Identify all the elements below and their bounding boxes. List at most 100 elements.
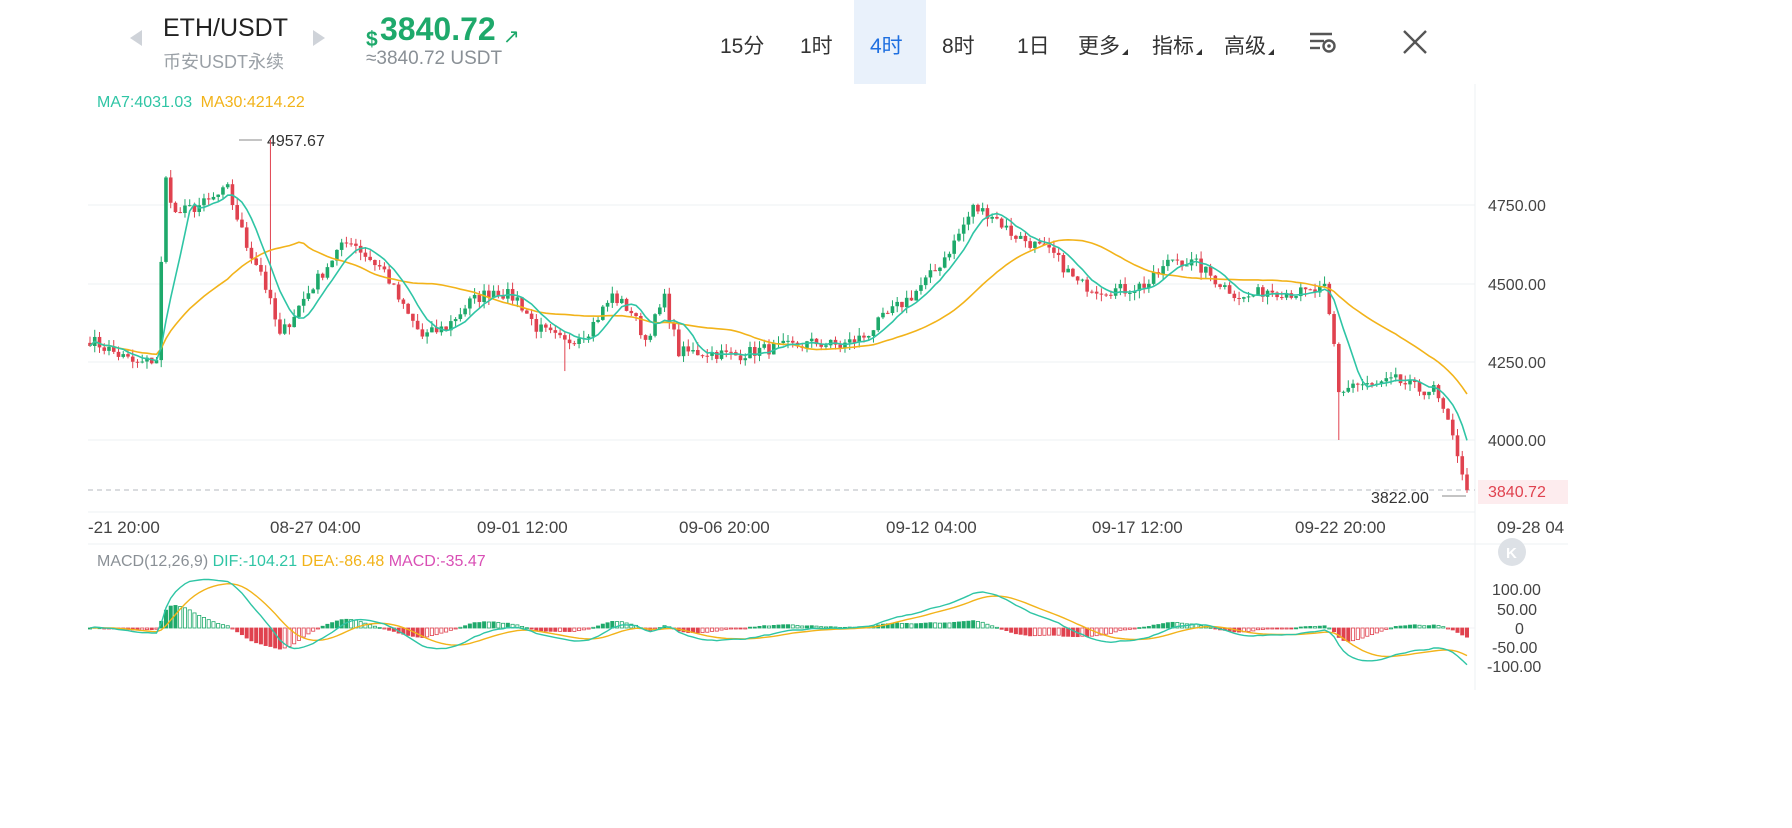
candle-body xyxy=(838,344,843,348)
macd-histogram-bar xyxy=(956,621,961,629)
candle-body xyxy=(430,327,434,333)
candle-body xyxy=(544,324,548,328)
tab-timeframe-1h[interactable]: 1时 xyxy=(800,35,833,58)
candle-body xyxy=(729,351,733,353)
chart-settings-icon[interactable] xyxy=(1308,30,1338,56)
active-timeframe-highlight xyxy=(854,0,926,84)
candle-body xyxy=(168,177,173,203)
macd-histogram-bar xyxy=(800,625,805,629)
candle-body xyxy=(705,355,710,357)
macd-histogram-bar xyxy=(444,627,449,633)
x-tick-label: 09-17 12:00 xyxy=(1092,518,1183,537)
candle-body xyxy=(1085,279,1089,292)
price-currency-symbol: $ xyxy=(366,28,378,51)
candle-body xyxy=(852,339,857,343)
candle-body xyxy=(781,340,786,344)
candle-body xyxy=(145,357,149,362)
macd-histogram-bar xyxy=(144,627,149,630)
macd-histogram-bar xyxy=(781,624,786,629)
macd-histogram-bar xyxy=(1322,625,1327,629)
macd-histogram-bar xyxy=(961,621,966,629)
close-icon[interactable] xyxy=(1400,27,1430,57)
macd-histogram-bar xyxy=(387,627,392,631)
candle-body xyxy=(1061,255,1066,273)
macd-histogram-bar xyxy=(1298,626,1303,629)
candle-body xyxy=(273,298,277,320)
candle-body xyxy=(159,261,164,361)
candle-body xyxy=(876,317,881,331)
macd-histogram-bar xyxy=(1061,627,1066,637)
macd-histogram-bar xyxy=(1308,626,1313,629)
candle-body xyxy=(1185,265,1189,267)
candle-body xyxy=(1066,268,1070,273)
candle-body xyxy=(306,293,311,299)
macd-histogram-bar xyxy=(372,625,377,629)
tab-timeframe-8h[interactable]: 8时 xyxy=(942,35,975,58)
macd-histogram-bar xyxy=(230,627,235,630)
next-pair-arrow-icon[interactable] xyxy=(313,30,325,46)
tab-timeframe-4h[interactable]: 4时 xyxy=(870,35,903,58)
k-line-toggle-button[interactable] xyxy=(1498,538,1526,566)
candle-body xyxy=(695,350,700,356)
macd-histogram-bar xyxy=(928,622,933,629)
candle-body xyxy=(1336,343,1341,393)
advanced-dropdown[interactable]: 高级 xyxy=(1224,30,1274,60)
candle-body xyxy=(1284,293,1289,298)
macd-histogram-bar xyxy=(705,627,710,633)
candle-body xyxy=(999,218,1004,228)
macd-histogram-bar xyxy=(315,627,320,630)
macd-histogram-bar xyxy=(1132,627,1137,630)
candle-body xyxy=(259,264,263,272)
candle-body xyxy=(990,216,994,219)
candle-body xyxy=(1384,378,1389,382)
candle-body xyxy=(1180,260,1184,267)
macd-histogram-bar xyxy=(1051,627,1056,636)
candle-body xyxy=(178,212,183,214)
macd-histogram-bar xyxy=(1246,627,1251,632)
macd-histogram-bar xyxy=(211,621,216,629)
macd-histogram-bar xyxy=(1412,624,1417,629)
candle-body xyxy=(700,355,705,357)
price-chart[interactable]: 4750.00 4500.00 4250.00 4000.00 3840.72 … xyxy=(0,0,1568,724)
candle-body xyxy=(1242,297,1246,299)
macd-histogram-bar xyxy=(738,627,743,630)
candle-body xyxy=(1450,419,1455,436)
candle-body xyxy=(225,184,230,188)
macd-histogram-bar xyxy=(558,627,563,632)
macd-histogram-bar xyxy=(482,621,487,629)
candle-body xyxy=(610,293,615,303)
macd-histogram-bar xyxy=(463,625,468,629)
more-timeframes-dropdown[interactable]: 更多 xyxy=(1078,30,1128,60)
macd-histogram-bar xyxy=(1070,627,1075,637)
candle-body xyxy=(1104,294,1108,296)
macd-histogram-bar xyxy=(1317,625,1322,629)
indicators-dropdown[interactable]: 指标 xyxy=(1152,30,1202,60)
tab-timeframe-1d[interactable]: 1日 xyxy=(1017,35,1050,58)
candle-body xyxy=(1071,268,1075,277)
previous-pair-arrow-icon[interactable] xyxy=(130,30,142,46)
macd-y-tick-label: 0 xyxy=(1515,621,1524,638)
macd-histogram-bar xyxy=(952,621,957,629)
candle-body xyxy=(596,319,600,322)
macd-histogram-bar xyxy=(729,627,734,630)
candle-body xyxy=(885,312,890,314)
k-icon: K xyxy=(1506,545,1517,562)
candle-body xyxy=(325,267,330,278)
trading-pair-title[interactable]: ETH/USDT xyxy=(163,14,288,42)
macd-histogram-bar xyxy=(733,627,738,630)
macd-histogram-bar xyxy=(1251,627,1256,632)
candle-body xyxy=(1218,284,1222,287)
candle-body xyxy=(458,314,463,320)
tab-timeframe-15m[interactable]: 15分 xyxy=(720,35,765,58)
macd-histogram-bar xyxy=(904,622,909,629)
macd-histogram-bar xyxy=(491,621,496,629)
macd-histogram-bar xyxy=(1446,627,1451,630)
candle-body xyxy=(539,324,543,332)
candle-body xyxy=(287,324,292,328)
macd-histogram-bar xyxy=(899,623,904,629)
macd-histogram-bar xyxy=(823,626,828,629)
macd-histogram-bar xyxy=(553,627,558,632)
last-price-axis-label: 3840.72 xyxy=(1488,484,1546,501)
candle-body xyxy=(301,298,306,306)
y-tick-label: 4500.00 xyxy=(1488,277,1546,294)
